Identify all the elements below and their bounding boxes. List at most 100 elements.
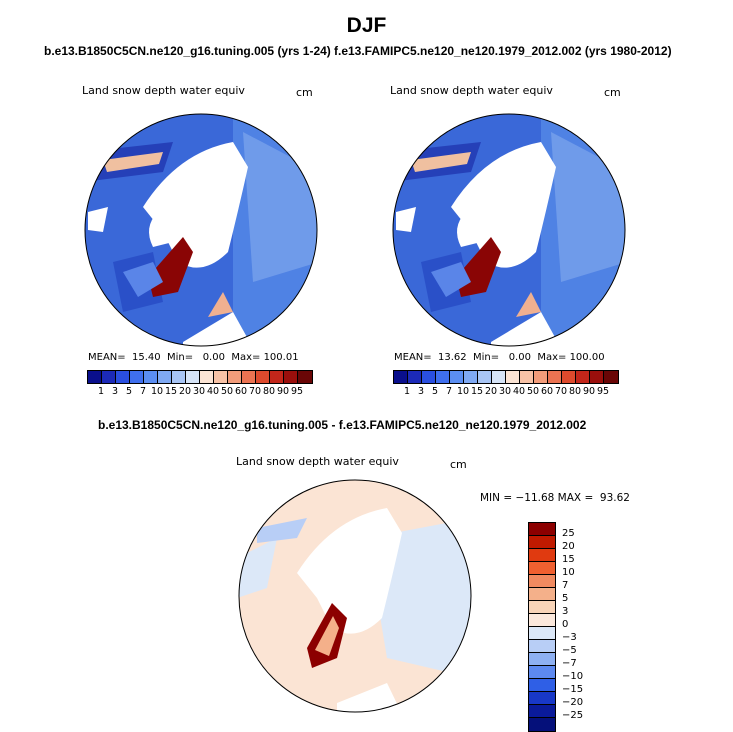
colorbar-tick-label: 10: [150, 386, 164, 397]
colorbar-tick-label: 10: [456, 386, 470, 397]
panel-2-colorbar: [393, 370, 619, 384]
colorbar-swatch: [562, 371, 576, 383]
diff-colorbar-tick-label: −5: [562, 645, 577, 656]
colorbar-tick-label: 40: [206, 386, 220, 397]
diff-colorbar-tick-label: −10: [562, 671, 584, 682]
panel-1-stats: MEAN= 15.40 Min= 0.00 Max= 100.01: [88, 352, 299, 363]
diff-colorbar-swatch: [529, 523, 555, 536]
diff-colorbar-tick-label: 15: [562, 554, 575, 565]
colorbar-swatch: [450, 371, 464, 383]
panel-1-max-label: Max=: [231, 352, 261, 363]
panel-2-map: [392, 113, 626, 347]
diff-panel-map: [238, 479, 472, 713]
colorbar-swatch: [576, 371, 590, 383]
diff-colorbar-swatch: [529, 679, 555, 692]
colorbar-swatch: [604, 371, 618, 383]
colorbar-label-spacer: [393, 386, 400, 397]
diff-colorbar-tick-label: 5: [562, 593, 569, 604]
diff-colorbar-tick-label: 25: [562, 528, 575, 539]
colorbar-swatch: [590, 371, 604, 383]
colorbar-tick-label: 5: [125, 386, 133, 397]
diff-colorbar-tick-label: 10: [562, 567, 575, 578]
colorbar-swatch: [186, 371, 200, 383]
colorbar-tick-label: 30: [498, 386, 512, 397]
colorbar-tick-label: 5: [431, 386, 439, 397]
diff-colorbar-swatch: [529, 705, 555, 718]
colorbar-tick-label: 1: [97, 386, 105, 397]
diff-colorbar-swatch: [529, 718, 555, 731]
colorbar-tick-label: 15: [470, 386, 484, 397]
colorbar-swatch: [284, 371, 298, 383]
colorbar-tick-label: 3: [417, 386, 425, 397]
panel-1-map: [84, 113, 318, 347]
colorbar-swatch: [158, 371, 172, 383]
diff-colorbar-swatch: [529, 549, 555, 562]
colorbar-swatch: [506, 371, 520, 383]
panel-2-variable: Land snow depth water equiv: [390, 84, 553, 97]
colorbar-tick-label: 80: [568, 386, 582, 397]
colorbar-swatch: [520, 371, 534, 383]
panel-1-colorbar-labels: 1 3 5 7 10 15 20 30 40 50 60 70 80 90 95: [87, 386, 311, 397]
colorbar-label-spacer: [87, 386, 94, 397]
colorbar-swatch: [102, 371, 116, 383]
colorbar-swatch: [256, 371, 270, 383]
panel-2-mean-label: MEAN=: [394, 352, 432, 363]
colorbar-swatch: [422, 371, 436, 383]
diff-colorbar-tick-label: −3: [562, 632, 577, 643]
diff-colorbar-tick-label: −15: [562, 684, 584, 695]
colorbar-tick-label: 15: [164, 386, 178, 397]
panel-2-subtitle: f.e13.FAMIPC5.ne120_ne120.1979_2012.002 …: [334, 44, 672, 58]
panel-1-min-label: Min=: [167, 352, 194, 363]
colorbar-swatch: [200, 371, 214, 383]
page-title: DJF: [346, 14, 387, 37]
diff-colorbar-tick-label: 7: [562, 580, 569, 591]
panel-2-min-label: Min=: [473, 352, 500, 363]
colorbar-swatch: [144, 371, 158, 383]
colorbar-tick-label: 7: [139, 386, 147, 397]
panel-1-subtitle: b.e13.B1850C5CN.ne120_g16.tuning.005 (yr…: [44, 44, 331, 58]
colorbar-swatch: [394, 371, 408, 383]
colorbar-tick-label: 20: [484, 386, 498, 397]
colorbar-swatch: [172, 371, 186, 383]
colorbar-tick-label: 70: [248, 386, 262, 397]
colorbar-swatch: [130, 371, 144, 383]
colorbar-swatch: [436, 371, 450, 383]
diff-colorbar-swatch: [529, 562, 555, 575]
colorbar-tick-label: 80: [262, 386, 276, 397]
diff-colorbar-swatch: [529, 692, 555, 705]
diff-panel-units: cm: [450, 458, 467, 471]
diff-colorbar-tick-label: 0: [562, 619, 569, 630]
panel-2-max-label: Max=: [537, 352, 567, 363]
diff-colorbar-tick-label: −7: [562, 658, 577, 669]
colorbar-swatch: [464, 371, 478, 383]
colorbar-tick-label: 3: [111, 386, 119, 397]
diff-colorbar-swatch: [529, 640, 555, 653]
colorbar-swatch: [214, 371, 228, 383]
colorbar-tick-label: 50: [526, 386, 540, 397]
panel-2-mean: 13.62: [438, 352, 467, 363]
diff-colorbar-swatch: [529, 653, 555, 666]
colorbar-swatch: [492, 371, 506, 383]
colorbar-swatch: [116, 371, 130, 383]
colorbar-tick-label: 60: [540, 386, 554, 397]
panel-2-max: 100.00: [569, 352, 605, 363]
diff-colorbar-swatch: [529, 627, 555, 640]
colorbar-swatch: [478, 371, 492, 383]
diff-colorbar: [528, 522, 556, 732]
colorbar-tick-label: 95: [290, 386, 304, 397]
panel-2-min: 0.00: [508, 352, 531, 363]
colorbar-tick-label: 60: [234, 386, 248, 397]
colorbar-swatch: [270, 371, 284, 383]
panel-1-units: cm: [296, 86, 313, 99]
diff-colorbar-swatch: [529, 588, 555, 601]
diff-panel-variable: Land snow depth water equiv: [236, 455, 399, 468]
colorbar-tick-label: 30: [192, 386, 206, 397]
diff-colorbar-tick-label: 20: [562, 541, 575, 552]
colorbar-tick-label: 20: [178, 386, 192, 397]
panel-2-units: cm: [604, 86, 621, 99]
colorbar-swatch: [548, 371, 562, 383]
panel-1-mean: 15.40: [132, 352, 161, 363]
panel-2-colorbar-labels: 1 3 5 7 10 15 20 30 40 50 60 70 80 90 95: [393, 386, 617, 397]
colorbar-tick-label: 90: [582, 386, 596, 397]
panel-1-mean-label: MEAN=: [88, 352, 126, 363]
